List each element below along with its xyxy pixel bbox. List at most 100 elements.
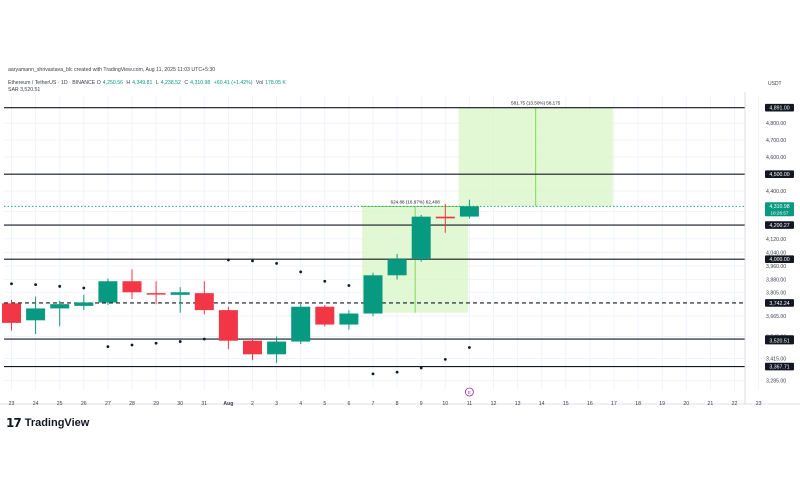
x-tick-label: 23 (9, 401, 15, 407)
open-value: 4,250.56 (102, 80, 123, 86)
sar-dot (130, 343, 134, 347)
x-tick-label: 9 (420, 401, 423, 407)
sar-dot (154, 341, 158, 345)
volume-label: Vol (255, 80, 264, 86)
x-tick-label: 14 (539, 401, 545, 407)
current-price-tag (765, 202, 794, 217)
y-tick-label: 3,415.00 (766, 357, 786, 363)
level-price-tag (765, 255, 794, 263)
x-tick-label: 2 (251, 401, 254, 407)
level-price-tag (765, 221, 794, 229)
y-tick-label: 3,960.00 (766, 264, 786, 270)
y-tick-label: 4,700.00 (766, 138, 786, 144)
level-price-label: 4,200.27 (769, 223, 789, 229)
x-tick-label: 15 (563, 401, 569, 407)
y-tick-label: 3,665.00 (766, 314, 786, 320)
sar-dot (58, 284, 62, 288)
level-price-label: 4,891.00 (769, 106, 789, 112)
high-label: H (126, 80, 131, 86)
tradingview-logo-icon: 17 (6, 416, 22, 430)
chart-creator-credit: aaryamann_shrivastava_blc created with T… (8, 67, 216, 73)
x-tick-label: 4 (299, 401, 302, 407)
x-tick-label: 29 (153, 401, 159, 407)
level-price-label: 3,742.24 (769, 301, 789, 307)
x-tick-label: 12 (491, 401, 497, 407)
sar-dot (82, 286, 86, 290)
level-price-label: 3,367.71 (769, 364, 789, 370)
sar-dot (347, 284, 351, 287)
candle-body (26, 308, 46, 321)
sar-dot (419, 366, 423, 370)
sar-dot (10, 282, 13, 286)
candle-body (98, 281, 118, 303)
projection-label: 624.88 (16.97%) 62,408 (391, 199, 441, 204)
sar-dot (323, 279, 327, 283)
y-tick-label: 3,285.00 (766, 379, 786, 385)
x-tick-label: 28 (129, 401, 135, 407)
close-label: C (184, 80, 189, 86)
volume-value: 178.05 K (265, 80, 286, 86)
candle-body (339, 313, 359, 325)
close-value: 4,310.98 (190, 80, 211, 86)
level-price-tag (765, 170, 794, 178)
sar-dot (275, 261, 278, 265)
x-tick-label: 6 (347, 401, 350, 407)
symbol-ohlc-line: Ethereum / TetherUS · 1D · BINANCE O 4,25… (8, 80, 288, 86)
y-tick-label: 3,880.00 (766, 278, 786, 284)
x-tick-label: 19 (659, 401, 665, 407)
candle-body (459, 206, 479, 217)
quote-currency: USDT (768, 81, 782, 87)
projection-label: 581.75 (13.50%) 58,175 (511, 101, 561, 106)
sar-indicator-legend[interactable]: SAR 3,520.51 (8, 87, 41, 93)
candle-body (50, 304, 70, 309)
open-label: O (96, 80, 101, 86)
y-tick-label: 4,400.00 (766, 189, 786, 195)
x-tick-label: 5 (323, 401, 326, 407)
x-tick-label: 18 (635, 401, 641, 407)
candle-body (387, 259, 407, 276)
low-value: 4,238.52 (160, 80, 181, 86)
candle-body (363, 275, 383, 314)
level-price-tag (765, 103, 794, 112)
candle-body (74, 302, 94, 306)
candle-body (122, 281, 142, 293)
candle-body (170, 292, 190, 295)
ohlc-values: O 4,250.56 H 4,349.81 L 4,238.52 C 4,310.98 … (97, 80, 288, 86)
x-tick-label: 23 (756, 401, 762, 407)
sar-dot (178, 340, 182, 343)
x-tick-label: 17 (611, 401, 617, 407)
y-tick-label: 4,800.00 (766, 121, 786, 127)
x-tick-label: 31 (201, 401, 207, 407)
x-tick-label: 24 (33, 401, 39, 407)
x-tick-label: 3 (275, 401, 278, 407)
sar-dot (251, 259, 254, 263)
x-tick-label: 21 (708, 401, 714, 407)
sar-dot (227, 258, 230, 262)
level-price-tag (765, 362, 794, 371)
current-price-label: 4,310.98 (769, 204, 789, 210)
candle-body (315, 306, 335, 325)
x-tick-label: 10 (442, 401, 448, 407)
level-price-tag (765, 299, 794, 307)
symbol-name[interactable]: Ethereum / TetherUS · 1D · BINANCE (8, 80, 96, 86)
candle-body (194, 293, 214, 311)
candle-body (267, 341, 287, 355)
change-value: +60.41 (+1.42%) (213, 80, 253, 86)
candle-body (435, 216, 455, 219)
x-tick-label: 16 (587, 401, 593, 407)
candle-body (146, 293, 166, 295)
tradingview-logo[interactable]: 17 TradingView (6, 416, 89, 430)
x-tick-label: 22 (732, 401, 738, 407)
sar-dot (299, 270, 303, 274)
x-tick-label: 25 (57, 401, 63, 407)
sar-price-tag (765, 336, 794, 345)
sar-dot (468, 346, 471, 349)
candle-body (243, 340, 262, 355)
x-tick-label: Aug (223, 401, 233, 407)
earnings-event-icon (464, 387, 474, 397)
candle-body (2, 303, 21, 323)
x-tick-label: 11 (467, 401, 472, 407)
sar-dot (202, 337, 206, 341)
level-price-label: 4,500.00 (769, 172, 789, 178)
